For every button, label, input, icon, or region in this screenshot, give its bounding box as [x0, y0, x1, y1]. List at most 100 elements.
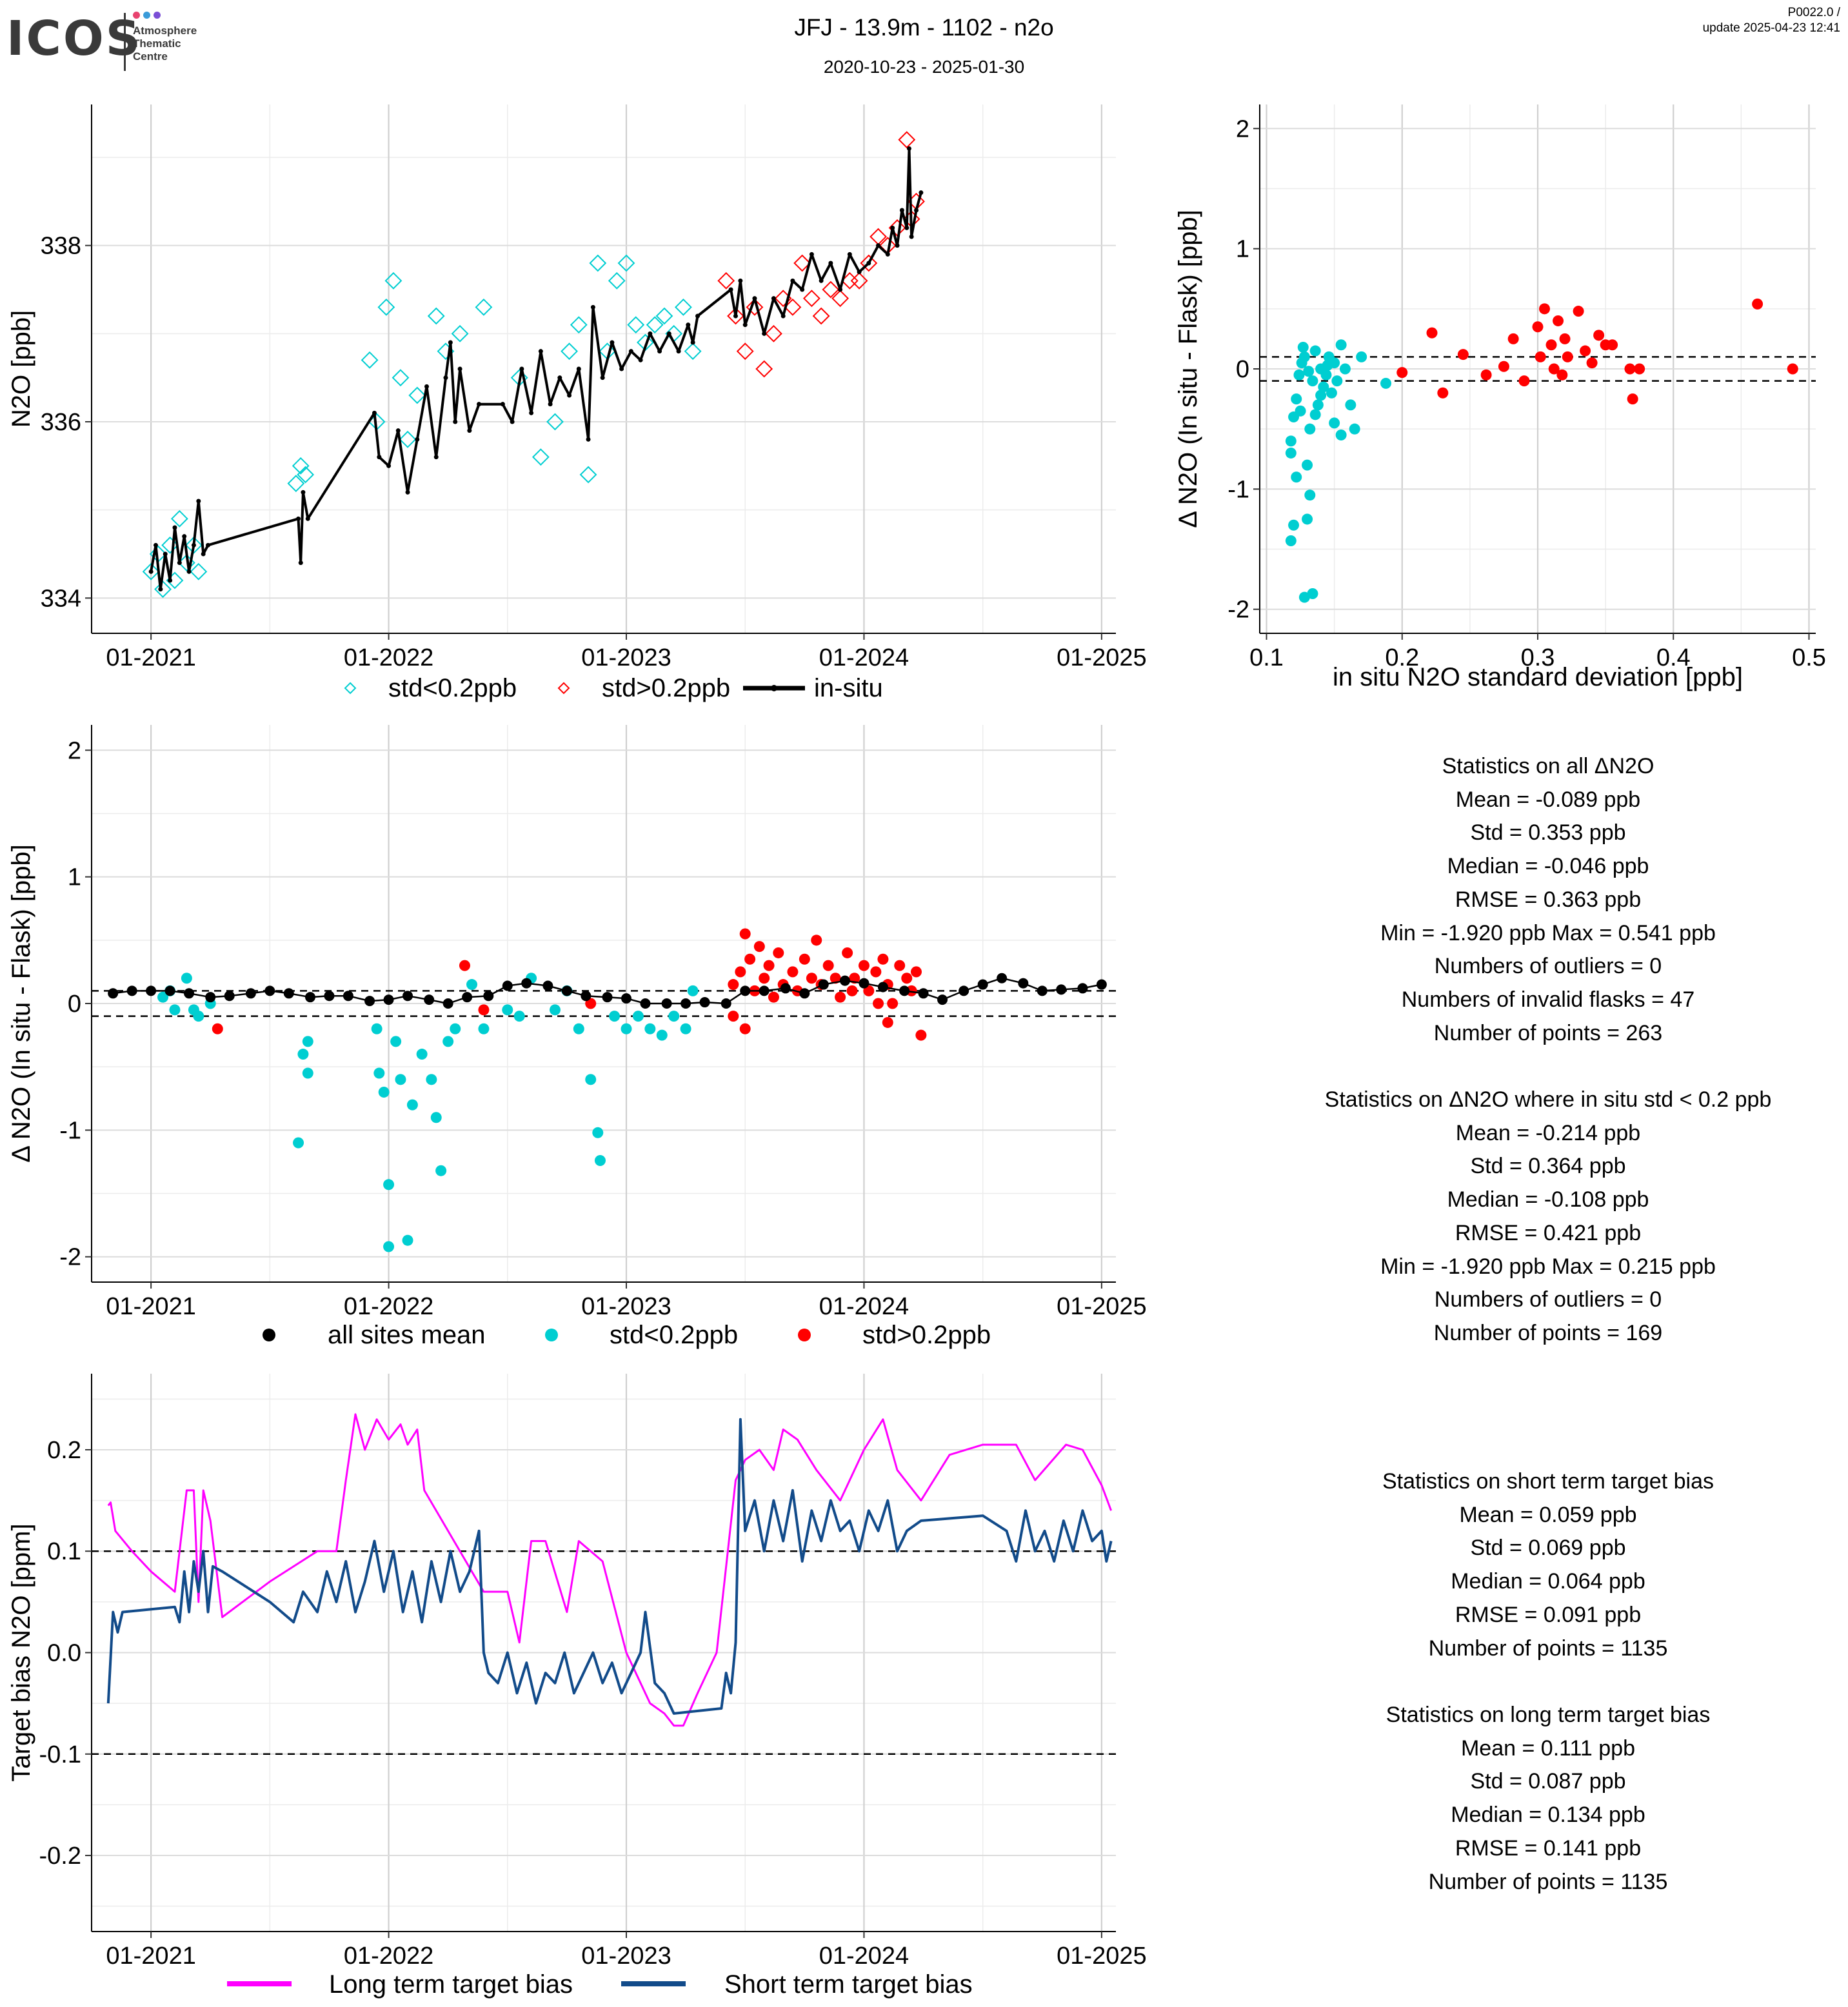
delta-point-high-std — [835, 991, 846, 1003]
delta-point-low-std — [594, 1154, 606, 1166]
legend-label: all sites mean — [328, 1321, 486, 1349]
x-tick-label: 01-2022 — [344, 1943, 433, 1970]
stats-line: Statistics on short term target bias — [1382, 1469, 1714, 1494]
delta-point-high-std — [763, 960, 775, 971]
delta-point-low-std — [632, 1011, 644, 1022]
y-tick-label: 2 — [1236, 115, 1249, 143]
delta-point-high-std — [753, 941, 765, 953]
insitu-point — [909, 234, 914, 239]
all-sites-mean-point — [720, 998, 731, 1009]
insitu-point — [752, 296, 757, 301]
flask-point-low-std — [287, 475, 305, 493]
delta-point-high-std — [882, 1016, 893, 1028]
insitu-point — [206, 542, 211, 548]
stats-line: Mean = -0.214 ppb — [1455, 1120, 1641, 1145]
scatter-point-high-std — [1627, 393, 1638, 405]
scatter-point-low-std — [1285, 447, 1297, 459]
y-tick-label: 334 — [41, 585, 81, 612]
all-sites-mean-point — [799, 988, 810, 999]
scatter-point-low-std — [1322, 359, 1333, 371]
all-sites-mean-point — [699, 997, 710, 1008]
scatter-point-high-std — [1553, 315, 1564, 326]
all-sites-mean-point — [780, 983, 791, 994]
x-tick-label: 01-2021 — [106, 644, 195, 671]
scatter-point-low-std — [1288, 519, 1300, 531]
insitu-point — [847, 252, 852, 257]
delta-point-low-std — [181, 973, 192, 984]
delta-point-low-std — [435, 1165, 447, 1176]
all-sites-mean-point — [818, 979, 829, 990]
short-term-bias-line — [106, 1418, 1113, 1715]
flask-point-low-std — [377, 298, 395, 316]
scatter-point-low-std — [1380, 377, 1392, 389]
delta-point-low-std — [573, 1023, 584, 1034]
flask-point-low-std — [532, 448, 550, 466]
delta-point-high-std — [811, 934, 822, 946]
flask-point-high-std — [860, 254, 878, 272]
stats-line: Numbers of outliers = 0 — [1434, 1287, 1662, 1312]
all-sites-mean-point — [304, 992, 315, 1003]
page-subtitle: 2020-10-23 - 2025-01-30 — [823, 57, 1025, 77]
flask-point-low-std — [427, 307, 445, 325]
all-sites-mean-point — [483, 991, 494, 1002]
delta-point-low-std — [378, 1086, 390, 1098]
delta-point-high-std — [906, 985, 917, 996]
y-tick-label: 0 — [1236, 356, 1249, 383]
all-sites-mean-point — [681, 998, 691, 1009]
stats-line: RMSE = 0.091 ppb — [1455, 1602, 1642, 1627]
x-tick-label: 01-2025 — [1057, 1943, 1146, 1970]
delta-point-low-std — [621, 1023, 632, 1034]
insitu-point — [148, 569, 154, 574]
insitu-point — [467, 428, 472, 433]
delta-point-low-std — [502, 1004, 513, 1016]
insitu-point — [866, 261, 871, 266]
x-tick-label: 0.1 — [1249, 644, 1284, 671]
stats-line: RMSE = 0.363 ppb — [1455, 887, 1642, 912]
logo-subtitle-line: Atmosphere — [133, 25, 197, 37]
all-sites-mean-point — [997, 973, 1008, 984]
stats-line: Numbers of outliers = 0 — [1434, 954, 1662, 979]
legend-label: std>0.2ppb — [602, 674, 730, 702]
y-tick-label: 0.0 — [47, 1640, 81, 1667]
flask-point-low-std — [361, 351, 379, 369]
flask-point-low-std — [561, 342, 578, 361]
insitu-point — [201, 551, 206, 557]
insitu-point — [780, 313, 786, 319]
delta-point-high-std — [212, 1023, 223, 1034]
all-sites-mean-point — [621, 993, 632, 1004]
y-axis-title: N2O [ppb] — [7, 310, 35, 428]
x-tick-label: 01-2022 — [344, 1293, 433, 1320]
scatter-point-high-std — [1426, 327, 1438, 339]
delta-point-low-std — [513, 1011, 525, 1022]
insitu-point — [733, 313, 738, 319]
stats-line: Number of points = 169 — [1433, 1320, 1663, 1345]
insitu-point — [296, 516, 301, 521]
flask-point-low-std — [292, 457, 310, 475]
insitu-point — [172, 525, 177, 530]
delta-point-low-std — [302, 1067, 313, 1079]
all-sites-mean-point — [343, 991, 353, 1002]
stats-line: Statistics on all ΔN2O — [1442, 754, 1654, 778]
y-tick-label: 1 — [68, 864, 81, 891]
insitu-point — [890, 225, 895, 230]
insitu-point — [377, 455, 382, 460]
y-tick-label: -2 — [1227, 597, 1249, 624]
scatter-point-low-std — [1307, 588, 1318, 599]
delta-point-low-std — [390, 1036, 402, 1047]
scatter-point-low-std — [1291, 471, 1302, 483]
all-sites-mean-point — [602, 992, 613, 1003]
flask-point-low-std — [170, 509, 188, 528]
all-sites-mean-point — [184, 988, 195, 999]
insitu-point — [519, 366, 524, 371]
flask-point-high-std — [765, 324, 782, 342]
delta-point-high-std — [822, 960, 834, 971]
delta-point-high-std — [768, 991, 779, 1003]
delta-point-high-std — [744, 953, 756, 965]
insitu-point — [477, 402, 482, 407]
all-sites-mean-point — [442, 998, 453, 1009]
scatter-point-low-std — [1298, 351, 1310, 362]
stats-line: Mean = -0.089 ppb — [1455, 787, 1641, 812]
insitu-point — [899, 208, 904, 213]
legend-label: std>0.2ppb — [862, 1321, 991, 1349]
